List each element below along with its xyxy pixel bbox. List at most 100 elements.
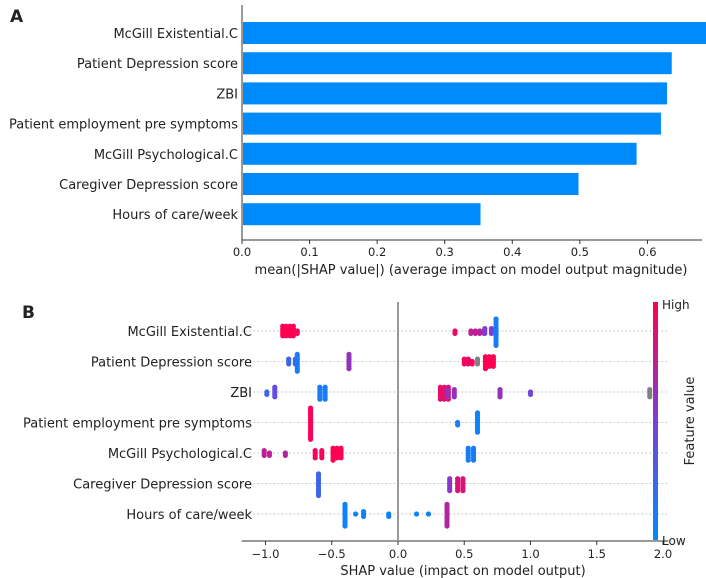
dot-r2-c1-3 xyxy=(272,394,278,400)
category-label-2: ZBI xyxy=(230,386,252,401)
panel-label-a: A xyxy=(10,7,24,27)
dot-r3-c0-12 xyxy=(307,405,314,411)
category-label-3: Patient employment pre symptoms xyxy=(23,417,252,432)
dot-r4-c2-5 xyxy=(319,448,325,454)
dot-r2-c2-11 xyxy=(322,396,328,402)
dot-r4-c3-10 xyxy=(334,455,340,461)
dot-r2-c4-4 xyxy=(445,387,451,393)
dot-r2-c2-9 xyxy=(322,384,328,390)
dot-r6-c5-0 xyxy=(425,511,432,517)
category-label-5: Caregiver Depression score xyxy=(73,478,252,493)
dot-r1-c2-6 xyxy=(346,351,352,357)
dot-r5-c1-5 xyxy=(447,488,453,494)
x-axis-label: SHAP value (impact on model output) xyxy=(340,564,585,578)
dot-r5-c1-4 xyxy=(447,476,453,482)
x-tick-label-0: −1.0 xyxy=(252,547,280,561)
bar-5 xyxy=(243,173,579,195)
dot-r1-c1-7 xyxy=(294,368,300,374)
dot-r6-c6-9 xyxy=(444,523,450,529)
dot-r2-c7-3 xyxy=(647,394,653,400)
category-label-3: Patient employment pre symptoms xyxy=(9,118,238,133)
dot-r1-c5-12 xyxy=(482,354,489,360)
dot-r1-c5-13 xyxy=(486,354,493,360)
category-label-6: Hours of care/week xyxy=(112,208,238,223)
dot-r0-c0-15 xyxy=(290,333,296,339)
dot-r4-c3-13 xyxy=(334,445,340,451)
category-label-5: Caregiver Depression score xyxy=(59,178,238,193)
colorbar-high-label: High xyxy=(662,298,690,312)
bar-0 xyxy=(243,22,706,44)
dot-r1-c3-5 xyxy=(469,361,475,367)
dot-r5-c2-10 xyxy=(455,488,461,494)
dot-r5-c0-9 xyxy=(315,492,322,499)
bar-1 xyxy=(243,52,672,75)
x-tick-label-2: 0.0 xyxy=(389,547,407,561)
dot-r5-c0-8 xyxy=(315,471,322,477)
dot-r0-c1-1 xyxy=(294,330,300,336)
dot-r2-c1-4 xyxy=(272,384,278,390)
dot-r0-c3-6 xyxy=(477,330,483,336)
dot-r4-c4-10 xyxy=(465,457,471,463)
dot-r1-c1-6 xyxy=(294,351,300,357)
dot-r6-c2-1 xyxy=(360,513,367,520)
dot-r0-c2-1 xyxy=(452,330,458,336)
dot-r3-c0-13 xyxy=(307,436,314,442)
dot-r2-c7-2 xyxy=(647,387,653,393)
dot-r0-c4-4 xyxy=(482,326,488,332)
dot-r1-c2-5 xyxy=(346,366,352,372)
dot-r1-c0-2 xyxy=(286,361,292,367)
category-label-0: McGill Existential.C xyxy=(127,325,252,340)
dot-r4-c2-4 xyxy=(312,448,318,454)
dot-r2-c4-7 xyxy=(451,394,457,400)
dot-r4-c2-7 xyxy=(319,455,325,461)
dot-r2-c0-1 xyxy=(264,391,270,397)
bar-4 xyxy=(243,142,637,165)
dot-r3-c2-7 xyxy=(474,429,481,435)
dot-r1-c4-1 xyxy=(474,361,481,367)
x-tick-label-6: 0.6 xyxy=(638,245,656,259)
dot-r1-c5-10 xyxy=(486,363,493,369)
dot-r6-c0-8 xyxy=(342,501,348,507)
dot-r6-c6-8 xyxy=(444,501,450,507)
dot-r0-c4-5 xyxy=(488,326,495,332)
dot-r2-c5-2 xyxy=(497,387,503,393)
dot-r3-c1-1 xyxy=(455,422,461,428)
dot-r4-c0-4 xyxy=(261,448,267,454)
dot-r5-c2-11 xyxy=(460,488,466,494)
dot-r4-c3-14 xyxy=(338,445,344,451)
beeswarm-chart-b: McGill Existential.C Patient Depression s… xyxy=(23,298,698,578)
x-tick-label-1: 0.1 xyxy=(300,245,318,259)
dot-r1-c3-7 xyxy=(465,356,471,362)
dot-r1-c5-15 xyxy=(482,366,489,372)
bar-6 xyxy=(243,203,481,226)
dot-r2-c2-10 xyxy=(317,396,323,402)
bar-3 xyxy=(243,112,661,135)
dot-r6-c3-1 xyxy=(386,513,392,520)
x-tick-label-3: 0.3 xyxy=(436,245,454,259)
category-label-6: Hours of care/week xyxy=(126,508,252,523)
dot-r4-c4-11 xyxy=(470,457,477,463)
x-tick-label-4: 1.0 xyxy=(521,547,539,561)
dot-r2-c4-6 xyxy=(445,394,451,400)
dot-r0-c5-11 xyxy=(493,342,499,348)
dot-r6-c2-2 xyxy=(360,509,367,515)
dot-r1-c3-4 xyxy=(465,361,471,367)
dot-r1-c5-14 xyxy=(490,354,496,360)
dot-r0-c3-4 xyxy=(468,330,474,336)
x-tick-label-6: 2.0 xyxy=(654,547,672,561)
x-tick-label-1: −0.5 xyxy=(318,547,346,561)
x-axis-label: mean(|SHAP value|) (average impact on mo… xyxy=(255,263,688,278)
category-label-1: Patient Depression score xyxy=(77,57,238,72)
category-label-0: McGill Existential.C xyxy=(113,27,238,42)
dot-r2-c3-12 xyxy=(437,384,443,390)
bar-chart-a: McGill Existential.C Patient Depression s… xyxy=(9,5,706,278)
x-tick-label-3: 0.5 xyxy=(455,547,473,561)
x-tick-label-0: 0.0 xyxy=(233,245,251,259)
dot-r6-c0-9 xyxy=(342,523,348,529)
x-tick-label-2: 0.2 xyxy=(368,245,386,259)
dot-r4-c0-3 xyxy=(266,452,273,458)
dot-r6-c1-0 xyxy=(353,511,359,517)
colorbar-title: Feature value xyxy=(683,377,698,466)
dot-r2-c3-15 xyxy=(437,396,443,402)
